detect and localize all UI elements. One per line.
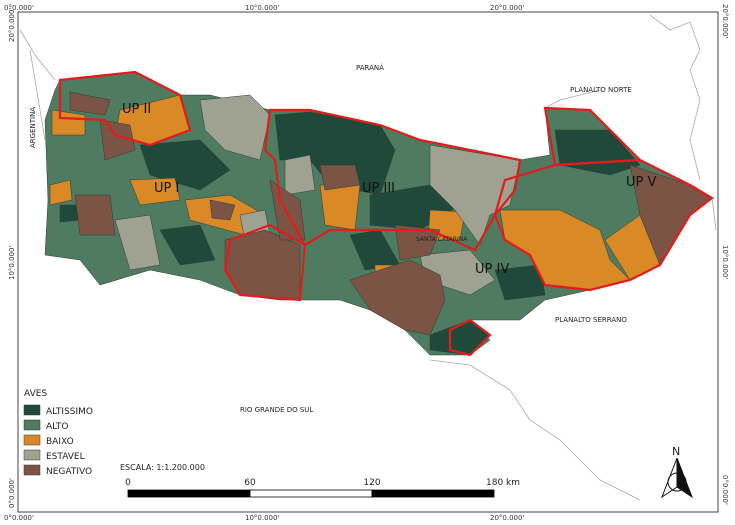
- unit-label: UP I: [154, 181, 179, 196]
- place-label: SANTA CATARINA: [416, 236, 468, 243]
- legend-label: BAIXO: [46, 437, 74, 447]
- scale-label: 60: [244, 478, 256, 488]
- legend-label: ESTAVEL: [46, 452, 85, 462]
- unit-label: UP IV: [475, 262, 509, 277]
- coord-label: 20°0.000': [490, 4, 524, 12]
- frame: [17, 11, 719, 513]
- north-label: N: [672, 445, 680, 458]
- place-label: PLANALTO SERRANO: [555, 316, 627, 324]
- place-label: RIO GRANDE DO SUL: [240, 406, 313, 414]
- legend-swatch: [23, 434, 41, 446]
- coord-label: 0°0.000': [721, 475, 729, 505]
- coord-label: 0°0.000': [4, 514, 34, 522]
- scale-bar: 0 60 120 180 km: [125, 478, 520, 498]
- north-arrow: N: [660, 445, 694, 499]
- scale-label: 120: [363, 478, 380, 488]
- legend-title: AVES: [24, 389, 47, 399]
- legend-label: ALTISSIMO: [46, 407, 93, 417]
- unit-label: UP II: [122, 102, 151, 117]
- place-label: PLANALTO NORTE: [570, 86, 632, 94]
- coord-label: 10°0.000': [245, 4, 279, 12]
- coord-label: 10°0.000': [8, 246, 16, 280]
- scale-label: 0: [125, 478, 131, 488]
- coord-label: 10°0.000': [721, 245, 729, 279]
- legend-swatch: [23, 419, 41, 431]
- legend-label: NEGATIVO: [46, 467, 92, 477]
- legend-swatch: [23, 464, 41, 476]
- scale-label: 180 km: [486, 478, 520, 488]
- coord-label: 20°0.000': [8, 8, 16, 42]
- scale-title: ESCALA: 1:1.200.000: [120, 463, 205, 472]
- scale-segment: [249, 489, 373, 498]
- scale-segment: [371, 489, 495, 498]
- coord-label: 20°0.000': [490, 514, 524, 522]
- legend-label: ALTO: [46, 422, 69, 432]
- municipalities: [49, 91, 713, 356]
- legend-swatch: [23, 404, 41, 416]
- coord-label: 10°0.000': [245, 514, 279, 522]
- legend-swatch: [23, 449, 41, 461]
- coord-label: 20°0.000': [721, 4, 729, 38]
- coord-label: 0°0.000': [4, 4, 34, 12]
- borders: [19, 14, 717, 501]
- unit-label: UP III: [362, 181, 395, 196]
- legend: AVES ALTISSIMO ALTO BAIXO ESTAVEL NEGATIVO: [23, 389, 93, 477]
- unit-boundaries: [58, 70, 714, 357]
- place-label: ARGENTINA: [29, 107, 37, 148]
- unit-label: UP V: [626, 175, 656, 190]
- scale-segment: [127, 489, 251, 498]
- place-label: PARANÁ: [356, 63, 384, 72]
- coord-label: 0°0.000': [8, 478, 16, 508]
